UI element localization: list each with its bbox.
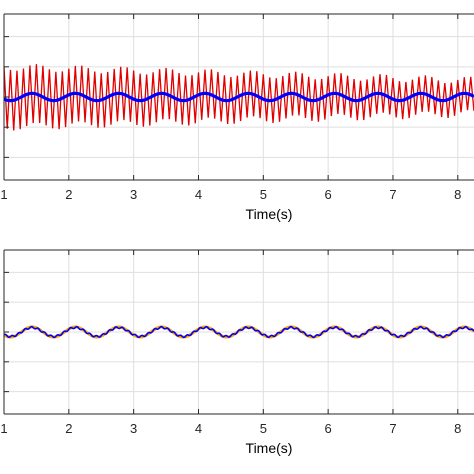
x-tick-label: 7 [389,187,396,202]
chart-bottom: 1 2 3 4 5 6 7 8 Time(s) [0,249,474,456]
x-axis-label: Time(s) [246,206,293,222]
series-line-1 [3,64,474,131]
x-tick-label: 8 [454,421,461,436]
x-tick-label: 2 [65,421,72,436]
x-tick-label: 4 [195,187,202,202]
x-tick-label: 2 [65,187,72,202]
x-tick-label: 4 [195,421,202,436]
x-tick-label: 5 [260,421,267,436]
x-tick-label: 3 [130,421,137,436]
x-tick-label: 1 [0,187,7,202]
series-line-2 [3,325,474,339]
x-tick-label: 5 [260,187,267,202]
x-tick-label: 8 [454,187,461,202]
x-axis-label: Time(s) [246,440,293,456]
x-tick-label: 6 [325,187,332,202]
x-tick-label: 3 [130,187,137,202]
x-tick-label: 7 [389,421,396,436]
x-tick-label: 6 [325,421,332,436]
chart-top: 1 2 3 4 5 6 7 8 Time(s) [0,13,474,222]
series-line-2 [2,91,474,103]
x-tick-label: 1 [0,421,7,436]
